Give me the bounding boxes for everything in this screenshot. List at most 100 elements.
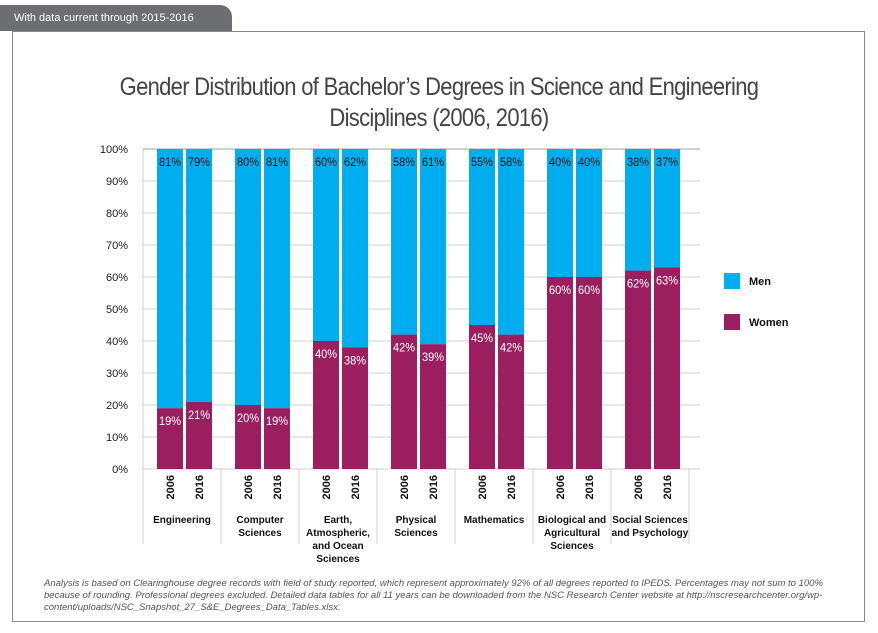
- category-label: Sciences: [550, 541, 594, 552]
- data-label-women: 20%: [237, 411, 259, 425]
- data-label-women: 21%: [188, 408, 210, 422]
- data-label-men: 61%: [422, 155, 444, 169]
- category-label: Biological and: [538, 515, 606, 526]
- legend-swatch-women: [724, 314, 740, 330]
- category-label: Engineering: [153, 515, 211, 526]
- category-label: Agricultural: [544, 528, 600, 539]
- data-label-men: 40%: [578, 155, 600, 169]
- x-tick-year: 2016: [272, 475, 284, 499]
- x-tick-year: 2016: [506, 475, 518, 499]
- y-tick-label: 40%: [106, 336, 128, 348]
- chart-title: Gender Distribution of Bachelor’s Degree…: [119, 73, 759, 132]
- bar-men: [547, 149, 573, 277]
- x-tick-year: 2006: [399, 475, 411, 499]
- data-label-men: 58%: [393, 155, 415, 169]
- bar-women: [264, 408, 290, 469]
- bar-men: [342, 149, 368, 348]
- x-tick-year: 2006: [321, 475, 333, 499]
- category-label: Sciences: [316, 554, 360, 565]
- y-tick-label: 30%: [106, 368, 128, 380]
- data-label-women: 40%: [315, 347, 337, 361]
- y-tick-label: 80%: [106, 208, 128, 220]
- data-label-men: 62%: [344, 155, 366, 169]
- y-tick-label: 60%: [106, 272, 128, 284]
- category-label: Computer: [236, 515, 283, 526]
- data-label-men: 81%: [266, 155, 288, 169]
- data-label-women: 39%: [422, 350, 444, 364]
- bar-women: [576, 277, 602, 469]
- data-label-men: 58%: [500, 155, 522, 169]
- x-tick-year: 2006: [555, 475, 567, 499]
- y-tick-label: 100%: [100, 144, 128, 156]
- bar-women: [547, 277, 573, 469]
- data-label-women: 60%: [549, 283, 571, 297]
- y-tick-label: 90%: [106, 176, 128, 188]
- bar-men: [186, 149, 212, 402]
- bar-women: [235, 405, 261, 469]
- bar-men: [498, 149, 524, 335]
- legend-label-women: Women: [749, 317, 789, 329]
- x-tick-year: 2006: [477, 475, 489, 499]
- category-label: and Ocean: [312, 541, 363, 552]
- category-label: Sciences: [394, 528, 438, 539]
- bar-men: [420, 149, 446, 345]
- data-label-women: 42%: [500, 341, 522, 355]
- data-label-men: 81%: [159, 155, 181, 169]
- x-tick-year: 2016: [662, 475, 674, 499]
- bar-women: [157, 408, 183, 469]
- data-label-men: 55%: [471, 155, 493, 169]
- bar-men: [654, 149, 680, 268]
- category-label: and Psychology: [612, 528, 689, 539]
- data-label-men: 60%: [315, 155, 337, 169]
- category-label: Social Sciences: [612, 515, 688, 526]
- x-tick-year: 2006: [633, 475, 645, 499]
- bar-men: [469, 149, 495, 325]
- bar-women: [625, 270, 651, 469]
- x-tick-year: 2006: [165, 475, 177, 499]
- category-label: Earth,: [324, 515, 353, 526]
- category-label: Atmospheric,: [306, 528, 370, 539]
- bar-women: [498, 334, 524, 469]
- category-label: Sciences: [238, 528, 282, 539]
- data-label-women: 38%: [344, 353, 366, 367]
- bar-women: [391, 334, 417, 469]
- data-label-men: 79%: [188, 155, 210, 169]
- data-label-men: 37%: [656, 155, 678, 169]
- x-tick-year: 2006: [243, 475, 255, 499]
- bar-men: [264, 149, 290, 409]
- x-tick-year: 2016: [350, 475, 362, 499]
- footnote: Analysis is based on Clearinghouse degre…: [44, 578, 823, 613]
- data-label-men: 40%: [549, 155, 571, 169]
- data-label-women: 42%: [393, 341, 415, 355]
- x-tick-year: 2016: [428, 475, 440, 499]
- y-tick-label: 70%: [106, 240, 128, 252]
- data-label-men: 38%: [627, 155, 649, 169]
- data-currency-banner: With data current through 2015-2016: [0, 5, 232, 31]
- category-label: Mathematics: [464, 515, 525, 526]
- bar-women: [469, 325, 495, 469]
- bar-men: [313, 149, 339, 341]
- data-label-women: 62%: [627, 277, 649, 291]
- bar-women: [342, 347, 368, 469]
- bar-men: [625, 149, 651, 271]
- y-tick-label: 10%: [106, 432, 128, 444]
- x-tick-year: 2016: [194, 475, 206, 499]
- data-label-women: 19%: [266, 414, 288, 428]
- y-tick-label: 0%: [112, 464, 128, 476]
- bar-women: [313, 341, 339, 469]
- data-label-men: 80%: [237, 155, 259, 169]
- bar-men: [235, 149, 261, 405]
- bar-men: [391, 149, 417, 335]
- category-label: Physical: [396, 515, 437, 526]
- data-label-women: 19%: [159, 414, 181, 428]
- bar-men: [576, 149, 602, 277]
- bar-men: [157, 149, 183, 409]
- bar-women: [654, 267, 680, 469]
- data-label-women: 63%: [656, 273, 678, 287]
- chart-frame: [12, 31, 865, 622]
- legend-swatch-men: [724, 273, 740, 289]
- data-label-women: 45%: [471, 331, 493, 345]
- y-tick-label: 50%: [106, 304, 128, 316]
- legend-label-men: Men: [749, 276, 771, 288]
